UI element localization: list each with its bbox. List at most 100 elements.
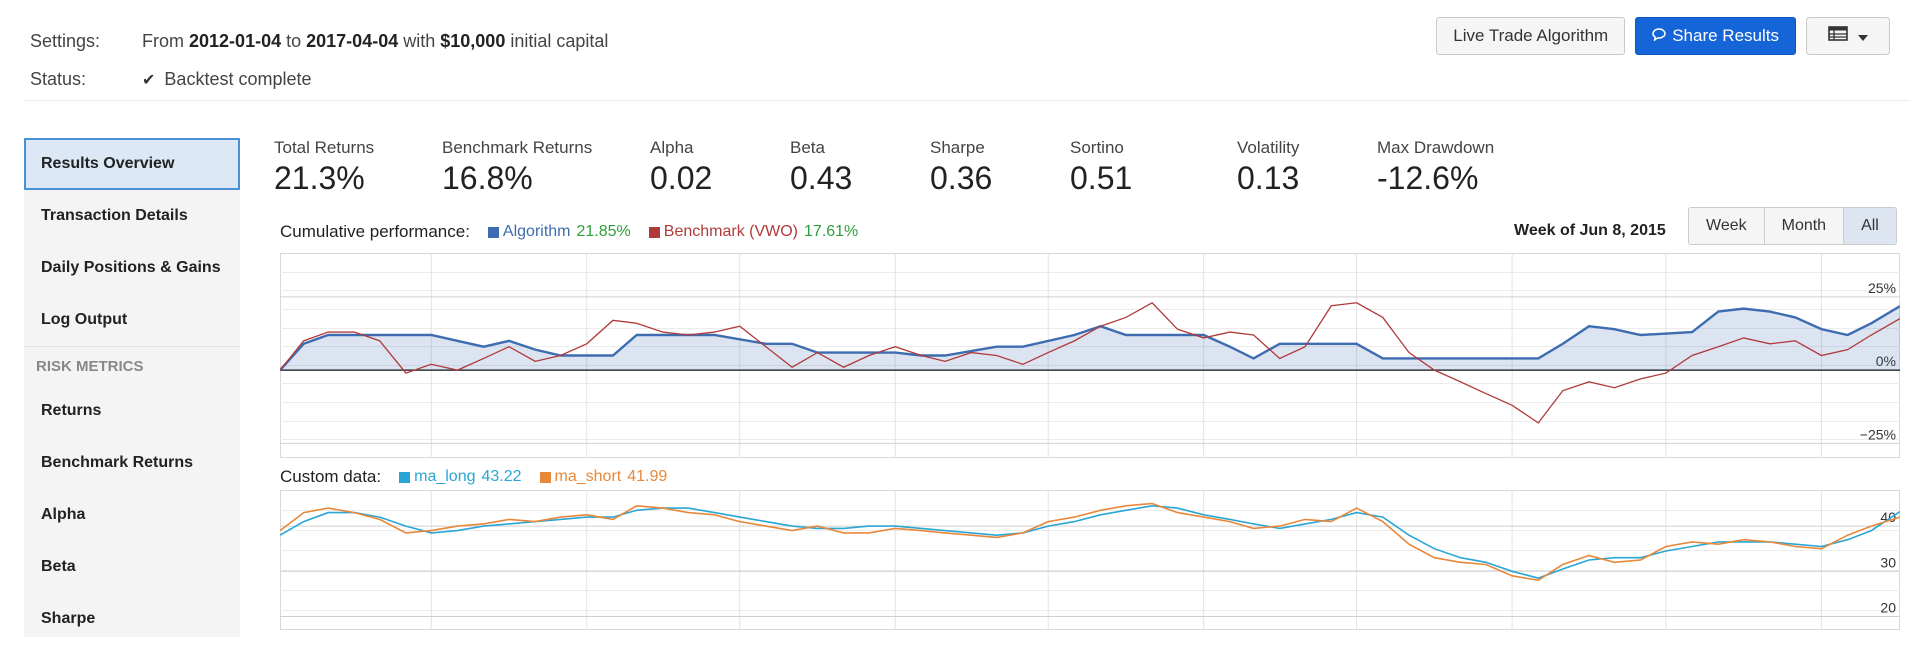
settings-row: Settings: From 2012-01-04 to 2017-04-04 … (30, 22, 608, 60)
algorithm-swatch (487, 226, 499, 238)
sidebar-item-label: Daily Positions & Gains (41, 259, 221, 276)
sidebar-item-label: Log Output (41, 311, 128, 328)
table-icon (1828, 26, 1848, 46)
metric-label: Alpha (650, 138, 694, 157)
settings-label: Settings: (30, 30, 101, 51)
end-date: 2017-04-04 (306, 30, 399, 51)
metrics-row: Total Returns 21.3% Benchmark Returns 16.8… (274, 138, 1920, 198)
y-tick-label: 30 (1880, 554, 1896, 570)
benchmark-swatch (648, 226, 660, 238)
comment-icon (1652, 28, 1666, 44)
benchmark-line (280, 301, 1900, 424)
sidebar-item-sharpe[interactable]: Sharpe (24, 593, 240, 645)
week-of-label: Week of Jun 8, 2015 (1514, 222, 1666, 239)
ma-long-legend-name[interactable]: ma_long (414, 468, 476, 485)
toolbar: Live Trade Algorithm Share Results (1436, 17, 1890, 55)
metric-benchmark-returns: Benchmark Returns 16.8% (442, 138, 592, 197)
metric-alpha: Alpha 0.02 (650, 138, 712, 197)
range-selector: Week Month All (1688, 207, 1897, 245)
metric-label: Max Drawdown (1377, 138, 1495, 157)
sidebar-item-label: Beta (41, 558, 76, 575)
with-text: with (403, 30, 436, 51)
metric-sharpe: Sharpe 0.36 (930, 138, 992, 197)
metric-value: 0.36 (930, 160, 993, 196)
sidebar-item-benchmark-returns[interactable]: Benchmark Returns (24, 437, 240, 489)
metric-sortino: Sortino 0.51 (1070, 138, 1132, 197)
sidebar-item-log-output[interactable]: Log Output (24, 294, 240, 346)
header-divider (24, 100, 1910, 101)
ma-short-legend-name[interactable]: ma_short (554, 468, 622, 485)
y-tick-label: −25% (1860, 426, 1896, 442)
performance-legend: Cumulative performance: Algorithm 21.85%… (280, 222, 858, 242)
range-week-button[interactable]: Week (1689, 208, 1765, 244)
benchmark-legend-value: 17.61% (804, 223, 859, 240)
settings-summary: From 2012-01-04 to 2017-04-04 with $10,0… (142, 31, 608, 52)
sidebar-item-label: Sharpe (41, 610, 96, 627)
ma-long-swatch (399, 471, 411, 483)
y-tick-label: 0% (1876, 353, 1896, 369)
sidebar-item-label: Benchmark Returns (41, 454, 194, 471)
metric-label: Total Returns (274, 138, 375, 157)
metric-value: 21.3% (274, 160, 365, 196)
sidebar-section-risk-metrics: RISK METRICS (24, 346, 240, 385)
ma-short-line (280, 502, 1900, 582)
ma-long-legend-value: 43.22 (481, 468, 522, 485)
range-all-button[interactable]: All (1844, 208, 1896, 244)
chart-frame (280, 253, 1900, 458)
custom-data-legend: Custom data: ma_long 43.22 ma_short 41.9… (280, 467, 667, 487)
metric-label: Benchmark Returns (442, 138, 593, 157)
settings-panel: Settings: From 2012-01-04 to 2017-04-04 … (30, 22, 608, 98)
sidebar-item-label: Results Overview (41, 155, 175, 172)
algorithm-legend-value: 21.85% (576, 223, 631, 240)
metric-max-drawdown: Max Drawdown -12.6% (1377, 138, 1494, 197)
sidebar-item-daily-positions[interactable]: Daily Positions & Gains (24, 242, 240, 294)
benchmark-legend-name[interactable]: Benchmark (VWO) (663, 223, 799, 240)
metric-value: 0.02 (650, 160, 713, 196)
metric-volatility: Volatility 0.13 (1237, 138, 1299, 197)
metric-label: Sharpe (930, 138, 985, 157)
ma-short-swatch (539, 471, 551, 483)
from-text: From (142, 30, 184, 51)
sidebar-item-label: Alpha (41, 506, 86, 523)
ma-long-line (280, 504, 1900, 579)
sidebar-item-returns[interactable]: Returns (24, 385, 240, 437)
range-month-button[interactable]: Month (1764, 208, 1845, 244)
start-date: 2012-01-04 (189, 30, 282, 51)
status-row: Status: ✔ Backtest complete (30, 60, 608, 98)
metric-value: -12.6% (1377, 160, 1479, 196)
metric-value: 0.51 (1070, 160, 1133, 196)
metric-value: 0.13 (1237, 160, 1300, 196)
sidebar-item-transaction-details[interactable]: Transaction Details (24, 190, 240, 242)
algorithm-legend-name[interactable]: Algorithm (502, 223, 571, 240)
sidebar-item-alpha[interactable]: Alpha (24, 489, 240, 541)
live-trade-label: Live Trade Algorithm (1453, 26, 1609, 45)
share-results-label: Share Results (1672, 26, 1779, 45)
sidebar-item-results-overview[interactable]: Results Overview (24, 138, 240, 190)
sidebar-item-label: Returns (41, 402, 102, 419)
metric-total-returns: Total Returns 21.3% (274, 138, 374, 197)
y-tick-label: 20 (1880, 599, 1896, 615)
custom-data-label: Custom data: (280, 467, 382, 486)
metric-beta: Beta 0.43 (790, 138, 852, 197)
initial-capital: $10,000 (440, 30, 506, 51)
metric-label: Sortino (1070, 138, 1124, 157)
check-icon: ✔ (142, 71, 156, 89)
metric-value: 0.43 (790, 160, 853, 196)
to-text: to (286, 30, 302, 51)
share-results-button[interactable]: Share Results (1635, 17, 1796, 55)
live-trade-button[interactable]: Live Trade Algorithm (1436, 17, 1626, 55)
sidebar-item-label: Transaction Details (41, 207, 188, 224)
algorithm-area (280, 306, 1900, 371)
sidebar-item-beta[interactable]: Beta (24, 541, 240, 593)
metric-value: 16.8% (442, 160, 533, 196)
status-text: Backtest complete (164, 68, 312, 89)
status-label: Status: (30, 68, 87, 89)
metric-label: Beta (790, 138, 825, 157)
chart-frame (280, 490, 1900, 630)
y-tick-label: 25% (1868, 280, 1896, 296)
cumulative-performance-chart[interactable]: 25% 0% −25% (280, 253, 1900, 458)
algorithm-line (280, 305, 1900, 371)
sidebar: Results Overview Transaction Details Dai… (24, 138, 240, 637)
export-menu-button[interactable] (1806, 17, 1890, 55)
